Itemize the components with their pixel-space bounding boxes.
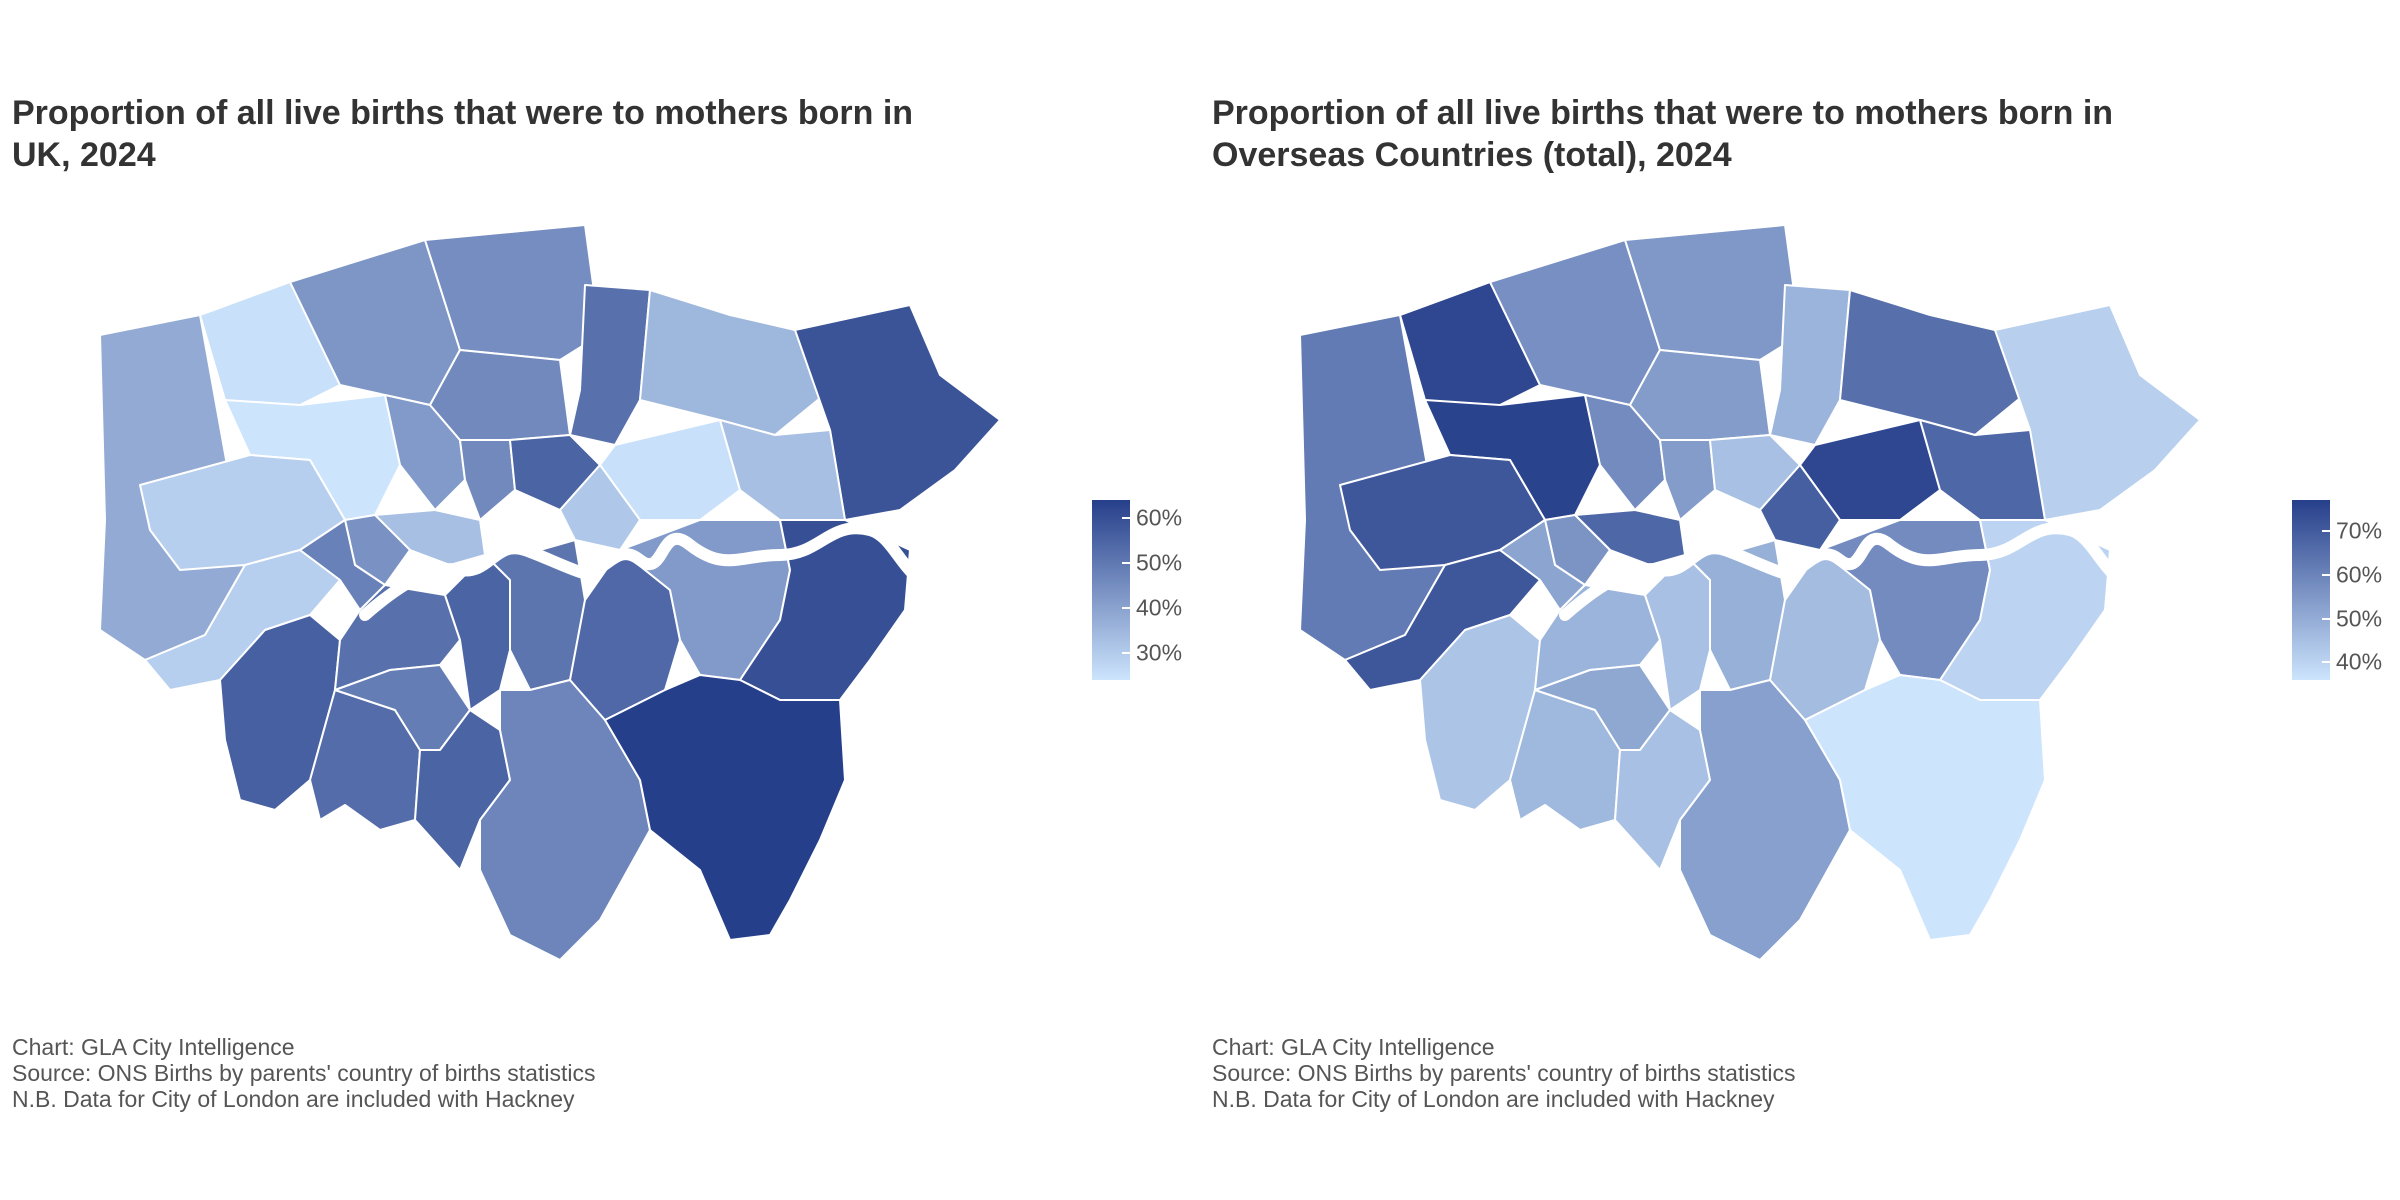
title-line-1: Proportion of all live births that were … [12, 94, 914, 132]
legend-tick-mark [1122, 562, 1130, 564]
legend-gradient-bar [2292, 500, 2330, 680]
choropleth-map [1240, 220, 2240, 980]
choropleth-map [40, 220, 1040, 980]
legend-tick-label: 40% [1136, 594, 1183, 621]
caption-note: N.B. Data for City of London are include… [12, 1086, 575, 1112]
legend-tick-mark [1122, 652, 1130, 654]
legend-tick-label: 60% [1136, 504, 1183, 531]
borough-barking-and-dagenham [1919, 419, 2046, 521]
borough-islington [1659, 439, 1716, 521]
caption-source: Source: ONS Births by parents' country o… [12, 1060, 596, 1086]
borough-hounslow [144, 549, 341, 691]
legend-tick-mark [2322, 617, 2330, 620]
legend-gradient-bar [1092, 500, 1130, 680]
river-thames [1559, 522, 2126, 621]
borough-enfield [1624, 224, 1801, 361]
panel-uk: Proportion of all live births that were … [12, 92, 1202, 1112]
caption-credit: Chart: GLA City Intelligence [12, 1034, 295, 1060]
panel-overseas: Proportion of all live births that were … [1200, 0, 2400, 1200]
caption-source: Source: ONS Births by parents' country o… [1212, 1060, 1796, 1086]
borough-hounslow [1344, 549, 1541, 691]
legend-tick-mark [2322, 573, 2330, 576]
legend-tick-label: 50% [1136, 549, 1183, 576]
caption-note: N.B. Data for City of London are include… [1212, 1086, 1775, 1112]
legend-tick-mark [1122, 607, 1130, 609]
chart-caption: Chart: GLA City Intelligence Source: ONS… [1212, 1034, 1795, 1112]
chart-caption: Chart: GLA City Intelligence Source: ONS… [12, 1034, 595, 1112]
map-title: Proportion of all live births that were … [12, 92, 1092, 176]
title-line-2: UK, 2024 [12, 136, 156, 174]
legend-tick-mark [2322, 661, 2330, 664]
caption-credit: Chart: GLA City Intelligence [1212, 1034, 1495, 1060]
borough-barking-and-dagenham [719, 419, 846, 521]
borough-bromley [1804, 674, 2046, 941]
color-legend: 30% 40% 50% 60% [1092, 500, 1202, 680]
color-legend: 40% 50% 60% 70% [2292, 500, 2400, 680]
borough-redbridge [639, 289, 831, 436]
legend-tick-mark [1122, 517, 1130, 519]
london-borough-map [1299, 224, 2201, 961]
borough-enfield [424, 224, 601, 361]
borough-bromley [604, 674, 846, 941]
legend-tick-label: 50% [2336, 605, 2383, 632]
borough-islington [459, 439, 516, 521]
title-line-2: Overseas Countries (total), 2024 [1212, 136, 1732, 174]
borough-redbridge [1839, 289, 2031, 436]
legend-tick-label: 30% [1136, 639, 1183, 666]
title-line-1: Proportion of all live births that were … [1212, 94, 2114, 132]
map-title: Proportion of all live births that were … [1212, 92, 2292, 176]
legend-tick-label: 60% [2336, 561, 2383, 588]
london-borough-map [99, 224, 1001, 961]
legend-tick-label: 70% [2336, 517, 2383, 544]
borough-tower-hamlets [1759, 464, 1841, 551]
borough-tower-hamlets [559, 464, 641, 551]
legend-tick-label: 40% [2336, 648, 2383, 675]
river-thames [359, 522, 926, 621]
legend-tick-mark [2322, 529, 2330, 532]
